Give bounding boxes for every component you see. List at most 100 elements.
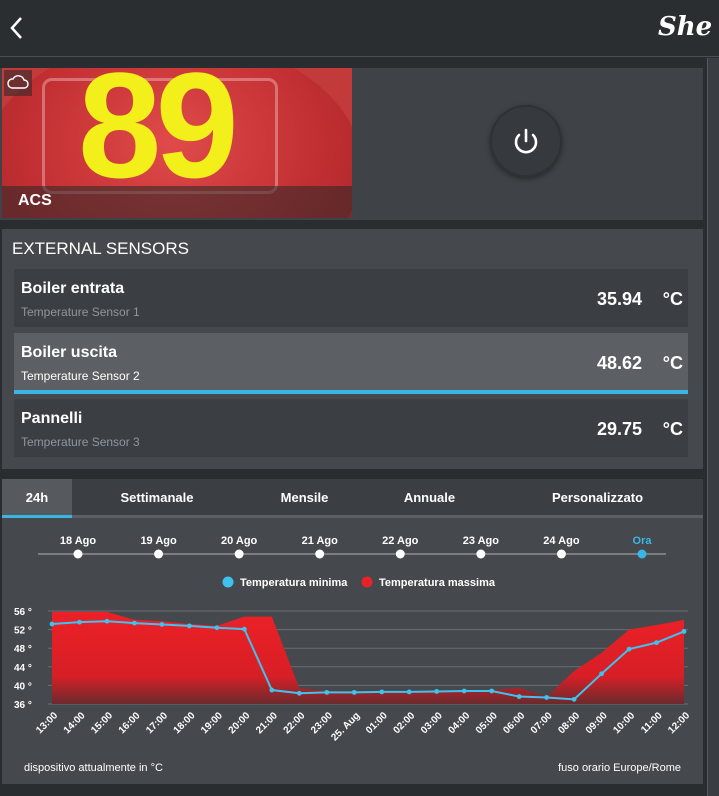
- tab-annuale[interactable]: Annuale: [403, 490, 456, 505]
- device-caption: ACS: [2, 186, 352, 218]
- tab-personalizzato[interactable]: Personalizzato: [551, 490, 644, 505]
- data-point: [516, 694, 522, 699]
- x-tick-label: 09:00: [584, 710, 610, 736]
- timeline-dot: [73, 549, 83, 559]
- back-button[interactable]: [6, 14, 30, 42]
- sensor-subtitle: Temperature Sensor 2: [21, 369, 140, 383]
- timeline-label: 22 Ago: [382, 535, 419, 547]
- tab-underline: [2, 515, 703, 518]
- x-tick-label: 15:00: [89, 710, 115, 736]
- y-tick-label: 52 °: [14, 626, 32, 637]
- sensor-name: Boiler uscita: [21, 344, 118, 361]
- active-tab-indicator: [2, 515, 72, 518]
- chart-legend: Temperatura minima Temperatura massima: [222, 576, 496, 589]
- data-point: [269, 687, 275, 693]
- data-point: [434, 689, 440, 694]
- x-tick-label: 08:00: [556, 710, 582, 736]
- legend-label: Temperatura massima: [379, 577, 496, 589]
- sensor-value: 48.62: [596, 353, 642, 373]
- timeline-label: 20 Ago: [221, 535, 258, 547]
- data-point: [654, 640, 659, 646]
- data-point: [241, 626, 247, 632]
- sensor-row[interactable]: Boiler uscita Temperature Sensor 2 48.62…: [14, 333, 688, 391]
- data-point: [214, 625, 220, 631]
- legend-marker: [361, 576, 373, 588]
- x-tick-label: 10:00: [611, 710, 637, 736]
- x-tick-label: 12:00: [666, 710, 692, 736]
- power-button[interactable]: [490, 105, 562, 177]
- data-point: [159, 622, 165, 627]
- timeline-dot: [476, 549, 486, 559]
- timeline-dot: [234, 549, 244, 559]
- data-point: [406, 689, 412, 695]
- y-tick-label: 44 °: [14, 663, 32, 674]
- thumbnail-number: 89: [78, 68, 239, 209]
- tab-24h[interactable]: 24h: [2, 479, 72, 517]
- x-tick-label: 14:00: [62, 710, 88, 736]
- timeline-label: Ora: [633, 535, 653, 547]
- x-tick-label: 25. Aug: [329, 710, 362, 743]
- data-point: [186, 623, 192, 629]
- tab-mensile[interactable]: Mensile: [280, 490, 329, 505]
- history-panel: 24h Settimanale Mensile Annuale Personal…: [2, 479, 703, 784]
- x-tick-label: 19:00: [199, 710, 225, 736]
- power-icon: [514, 128, 538, 154]
- legend-marker: [222, 576, 234, 588]
- sensor-row[interactable]: Boiler entrata Temperature Sensor 1 35.9…: [14, 269, 688, 327]
- timeline-dot: [637, 549, 647, 559]
- data-point: [77, 619, 82, 625]
- sensor-subtitle: Temperature Sensor 1: [21, 305, 140, 319]
- sensor-name: Pannelli: [21, 410, 83, 427]
- x-tick-label: 21:00: [254, 710, 280, 736]
- brand-logo: She: [658, 12, 713, 42]
- tab-settimanale[interactable]: Settimanale: [120, 490, 194, 505]
- external-sensors-panel: EXTERNAL SENSORS Boiler entrata Temperat…: [2, 229, 703, 469]
- x-tick-label: 07:00: [529, 710, 555, 736]
- legend-label: Temperatura minima: [240, 577, 348, 589]
- data-point: [544, 695, 550, 700]
- y-tick-label: 40 °: [14, 681, 32, 692]
- device-name: ACS: [18, 192, 52, 209]
- data-point: [296, 690, 302, 696]
- data-point: [489, 688, 495, 694]
- timeline-label: 23 Ago: [463, 535, 500, 547]
- x-tick-label: 01:00: [364, 710, 390, 736]
- data-point: [49, 621, 55, 627]
- cloud-badge: [4, 70, 32, 96]
- sensor-value: 35.94: [596, 289, 642, 309]
- timezone-note: fuso orario Europe/Rome: [558, 762, 681, 774]
- chart-series: [49, 611, 687, 704]
- data-point: [681, 629, 687, 634]
- timeline-dot: [315, 549, 325, 559]
- date-timeline: 18 Ago 19 Ago 20 Ago 21 Ago 22 Ago 23 Ago 24 A…: [38, 535, 666, 559]
- data-point: [599, 671, 604, 677]
- side-scroll-strip[interactable]: [707, 58, 719, 796]
- x-tick-label: 20:00: [227, 710, 253, 736]
- timeline-dot: [556, 549, 566, 559]
- x-tick-label: 18:00: [172, 710, 198, 736]
- x-axis-labels: 13:00 14:00 15:00 16:00 17:00 18:00 19:00 20:00…: [34, 710, 692, 743]
- x-tick-label: 02:00: [391, 710, 417, 736]
- y-axis-labels: 56 ° 52 ° 48 ° 44 ° 40 ° 36 °: [14, 607, 32, 711]
- x-tick-label: 05:00: [474, 710, 500, 736]
- y-tick-label: 48 °: [14, 644, 32, 655]
- data-point: [132, 620, 137, 626]
- sensors-title: EXTERNAL SENSORS: [12, 239, 189, 258]
- data-point: [461, 688, 467, 694]
- sensor-subtitle: Temperature Sensor 3: [21, 435, 140, 449]
- x-tick-label: 03:00: [419, 710, 445, 736]
- cloud-icon: [7, 75, 29, 89]
- y-tick-label: 36 °: [14, 700, 32, 711]
- device-thumbnail[interactable]: 89 ACS: [2, 68, 352, 218]
- sensor-value: 29.75: [596, 419, 642, 439]
- sensor-unit: °C: [662, 419, 683, 439]
- x-tick-label: 17:00: [144, 710, 170, 736]
- sensor-unit: °C: [662, 289, 683, 309]
- data-point: [324, 689, 330, 695]
- x-tick-label: 16:00: [117, 710, 143, 736]
- timeline-label: 18 Ago: [60, 535, 97, 547]
- data-point: [571, 696, 577, 702]
- sensor-row[interactable]: Pannelli Temperature Sensor 3 29.75 °C: [14, 399, 688, 457]
- period-tabs: 24h Settimanale Mensile Annuale Personal…: [2, 479, 703, 518]
- top-bar: She: [0, 0, 719, 57]
